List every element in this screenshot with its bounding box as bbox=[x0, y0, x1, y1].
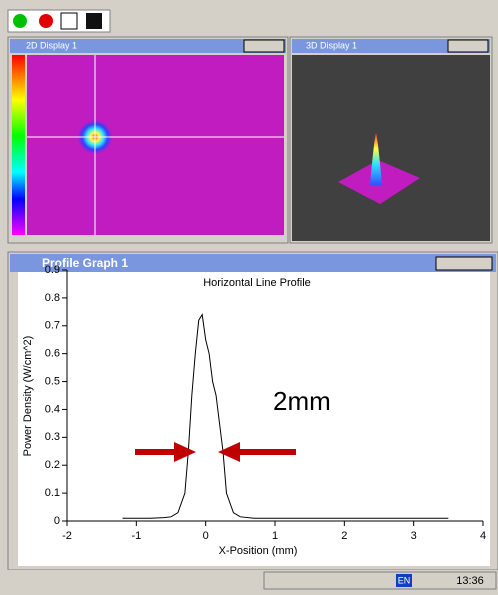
surface-view bbox=[292, 55, 490, 241]
x-tick-label: -1 bbox=[131, 530, 141, 542]
y-tick-label: 0.7 bbox=[45, 320, 60, 332]
plot-background bbox=[18, 272, 490, 566]
language: EN bbox=[398, 575, 411, 585]
x-tick-label: 1 bbox=[272, 530, 278, 542]
y-axis-label: Power Density (W/cm^2) bbox=[22, 336, 34, 457]
y-tick-label: 0.4 bbox=[45, 403, 60, 415]
window-title: 3D Display 1 bbox=[306, 40, 357, 50]
window-controls[interactable] bbox=[448, 40, 488, 52]
window-title: 2D Display 1 bbox=[26, 40, 77, 50]
clock: 13:36 bbox=[456, 575, 484, 587]
x-tick-label: 3 bbox=[411, 530, 417, 542]
window-controls[interactable] bbox=[244, 40, 284, 52]
x-tick-label: -2 bbox=[62, 530, 72, 542]
x-tick-label: 4 bbox=[480, 530, 486, 542]
window-controls[interactable] bbox=[436, 257, 492, 270]
beam-image bbox=[27, 55, 284, 235]
page: 2D Display 1 3D Display 1 Profile Graph … bbox=[0, 0, 498, 590]
y-tick-label: 0.3 bbox=[45, 431, 60, 443]
image-button[interactable] bbox=[86, 13, 102, 29]
y-tick-label: 0.2 bbox=[45, 459, 60, 471]
annotation: 2mm bbox=[273, 386, 331, 416]
y-tick-label: 0.8 bbox=[45, 292, 60, 304]
y-tick-label: 0.6 bbox=[45, 348, 60, 360]
chart-title: Horizontal Line Profile bbox=[203, 277, 311, 289]
y-tick-label: 0 bbox=[54, 515, 60, 527]
profile-button[interactable] bbox=[61, 13, 77, 29]
start-button[interactable] bbox=[13, 14, 27, 28]
x-tick-label: 0 bbox=[203, 530, 209, 542]
y-tick-label: 0.5 bbox=[45, 375, 60, 387]
y-tick-label: 0.1 bbox=[45, 487, 60, 499]
colorbar bbox=[12, 55, 25, 235]
stop-button[interactable] bbox=[39, 14, 53, 28]
x-tick-label: 2 bbox=[341, 530, 347, 542]
screen: 2D Display 1 3D Display 1 Profile Graph … bbox=[0, 0, 498, 590]
y-tick-label: 0.9 bbox=[45, 264, 60, 276]
x-axis-label: X-Position (mm) bbox=[219, 545, 298, 557]
